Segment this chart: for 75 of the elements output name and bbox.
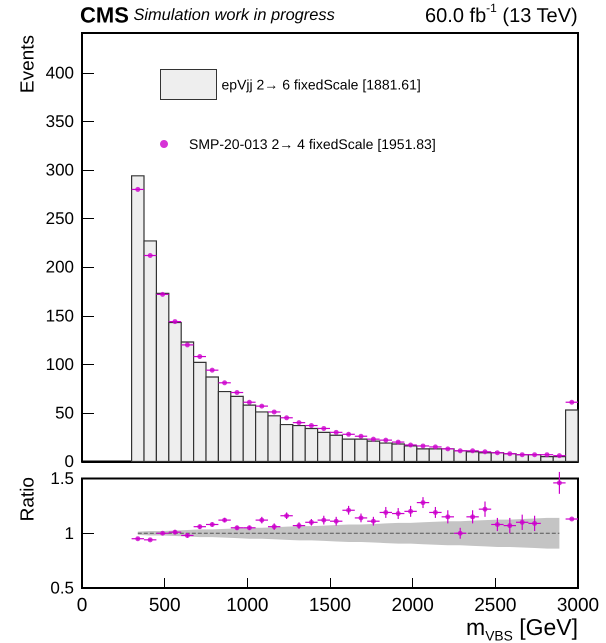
point (272, 409, 277, 414)
y-tick-label: 300 (46, 160, 74, 180)
x-tick-label: 2000 (392, 595, 434, 616)
point (507, 451, 512, 456)
point (420, 443, 426, 448)
point (396, 511, 401, 516)
point (445, 514, 450, 520)
point (222, 380, 228, 386)
point (184, 342, 190, 348)
point (408, 442, 414, 448)
point (532, 520, 538, 526)
y-tick-label: 250 (46, 209, 74, 228)
point (544, 452, 550, 458)
point (284, 415, 290, 420)
point (482, 449, 488, 454)
point (494, 450, 500, 456)
point (383, 438, 388, 443)
legend-label: SMP-20-013 2→ 4 fixedScale [1951.83] (189, 136, 436, 152)
point (420, 500, 426, 506)
point (135, 186, 140, 192)
point (569, 516, 574, 522)
point (321, 426, 326, 431)
legend-label: epVjj 2→ 6 fixedScale [1881.61] (222, 76, 421, 92)
point (470, 514, 476, 520)
point (234, 390, 240, 396)
point (556, 480, 562, 486)
point (396, 440, 401, 445)
y-tick-label: 0.5 (50, 578, 74, 598)
y-tick-label: 1 (64, 524, 74, 543)
point (259, 404, 264, 409)
point (308, 423, 314, 428)
point (494, 522, 500, 527)
y-axis-title: Ratio (18, 477, 38, 522)
point (532, 452, 538, 458)
point (210, 368, 215, 373)
point (408, 508, 414, 514)
point (246, 400, 252, 405)
x-tick-label: 3000 (556, 595, 600, 616)
point (370, 436, 376, 442)
point (160, 292, 166, 297)
y-tick-label: 400 (46, 63, 74, 82)
chart-title: CMS (80, 2, 129, 28)
y-tick-label: 1.5 (50, 469, 74, 488)
point (172, 319, 178, 324)
point (458, 530, 463, 536)
point (148, 253, 153, 258)
point (569, 400, 574, 405)
chart-subtitle: Simulation work in progress (133, 6, 335, 24)
point (520, 520, 525, 525)
x-tick-label: 1000 (226, 595, 268, 616)
point (296, 420, 302, 426)
y-tick-label: 150 (46, 306, 74, 326)
y-tick-label: 200 (46, 258, 74, 277)
point (556, 453, 562, 458)
y-tick-label: 100 (46, 354, 74, 374)
point (432, 510, 438, 515)
point (358, 434, 364, 439)
point (432, 444, 438, 450)
x-tick-label: 1500 (308, 595, 352, 616)
x-tick-label: 2500 (474, 595, 516, 616)
y-tick-label: 350 (46, 112, 74, 131)
point (470, 448, 476, 454)
point (346, 432, 352, 437)
point (482, 506, 488, 512)
x-tick-label: 500 (148, 595, 181, 616)
point (197, 354, 202, 360)
y-tick-label: 50 (55, 403, 74, 422)
y-tick-label: 0 (64, 452, 74, 471)
point (520, 452, 525, 458)
point (334, 430, 339, 435)
y-axis-title: Events (18, 35, 38, 94)
point (383, 510, 388, 515)
point (445, 446, 450, 452)
point (458, 448, 463, 454)
point (507, 523, 512, 528)
